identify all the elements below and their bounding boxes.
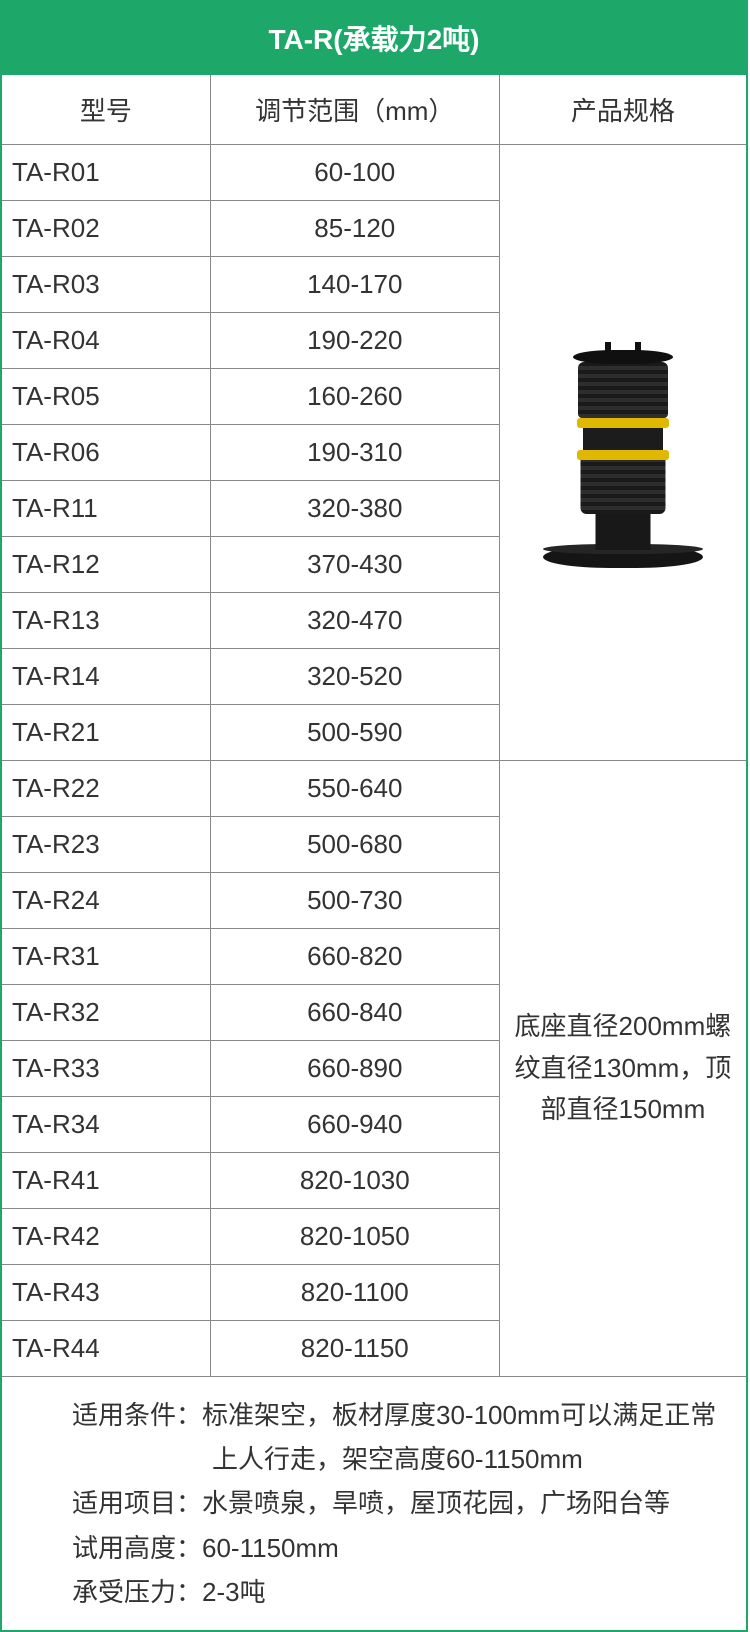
spec-text-cell: 底座直径200mm螺纹直径130mm，顶部直径150mm — [499, 761, 747, 1377]
cond-label: 适用条件： — [72, 1400, 202, 1430]
load-val: 2-3吨 — [202, 1577, 266, 1607]
height-val: 60-1150mm — [202, 1533, 339, 1563]
height-label: 试用高度： — [72, 1533, 202, 1563]
table-row: TA-R01 60-100 — [1, 145, 747, 201]
load-label: 承受压力： — [72, 1577, 202, 1607]
product-image-cell — [499, 145, 747, 761]
table-row: TA-R22 550-640 底座直径200mm螺纹直径130mm，顶部直径15… — [1, 761, 747, 817]
col-spec: 产品规格 — [499, 75, 747, 145]
col-model: 型号 — [1, 75, 210, 145]
table-title: TA-R(承载力2吨) — [1, 1, 747, 75]
pedestal-icon — [538, 338, 708, 568]
spec-table: TA-R(承载力2吨) 型号 调节范围（mm） 产品规格 TA-R01 60-1… — [0, 0, 748, 1632]
footer-cell: 适用条件：标准架空，板材厚度30-100mm可以满足正常上人行走，架空高度60-… — [1, 1377, 747, 1631]
col-range: 调节范围（mm） — [210, 75, 499, 145]
model-cell: TA-R01 — [1, 145, 210, 201]
range-cell: 60-100 — [210, 145, 499, 201]
cond-val: 标准架空，板材厚度30-100mm可以满足正常上人行走，架空高度60-1150m… — [202, 1400, 716, 1474]
